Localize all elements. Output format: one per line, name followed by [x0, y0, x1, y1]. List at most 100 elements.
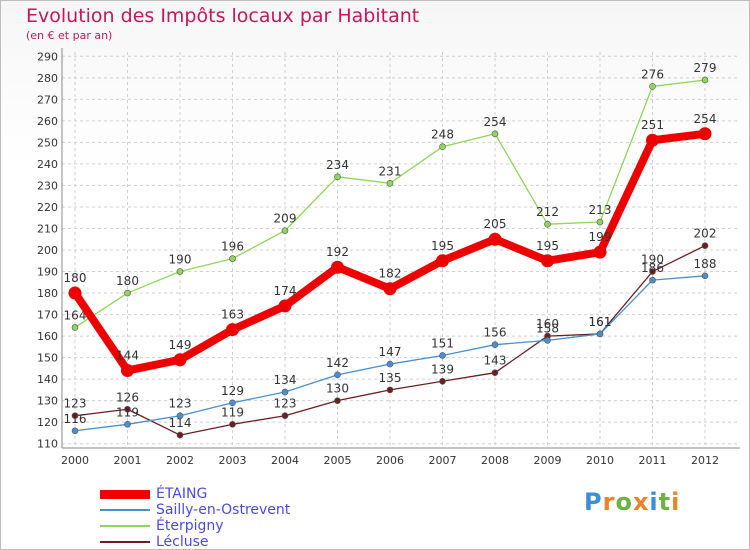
data-point — [229, 255, 236, 262]
chart-subtitle: (en € et par an) — [26, 29, 113, 42]
data-point — [646, 133, 659, 147]
data-label: 161 — [589, 315, 612, 329]
data-label: 142 — [326, 356, 349, 370]
x-tick-label: 2012 — [691, 454, 719, 467]
y-tick-label: 250 — [37, 136, 58, 149]
data-point — [386, 360, 394, 368]
legend-swatch-sailly — [100, 509, 150, 511]
logo-letter: i — [649, 488, 659, 516]
data-point — [436, 254, 449, 268]
data-point — [649, 276, 656, 284]
x-tick-label: 2004 — [271, 454, 299, 467]
data-point — [541, 254, 554, 268]
y-tick-label: 240 — [37, 158, 58, 171]
data-label: 213 — [589, 203, 612, 217]
data-point — [71, 324, 79, 331]
data-point — [176, 268, 184, 275]
data-label: 180 — [64, 271, 87, 285]
data-point — [649, 83, 656, 90]
data-point — [124, 421, 131, 428]
data-point — [334, 173, 341, 181]
y-tick-label: 120 — [37, 416, 58, 429]
data-label: 276 — [641, 67, 664, 81]
data-label: 196 — [221, 240, 244, 254]
data-point — [334, 397, 341, 404]
data-label: 212 — [536, 205, 559, 219]
data-label: 279 — [694, 61, 717, 75]
data-point — [173, 353, 187, 367]
x-tick-label: 2008 — [481, 454, 509, 467]
logo-letter: x — [632, 488, 650, 516]
legend-swatch-eterpigny — [100, 525, 150, 527]
chart-legend: ÉTAING Sailly-en-Ostrevent Éterpigny Léc… — [100, 486, 290, 550]
data-label: 129 — [221, 384, 244, 398]
y-tick-label: 110 — [37, 438, 58, 451]
data-label: 130 — [326, 382, 349, 396]
data-label: 195 — [536, 239, 559, 253]
y-tick-label: 230 — [37, 179, 58, 192]
data-label: 161 — [589, 315, 612, 329]
x-tick-label: 2006 — [376, 454, 404, 467]
data-point — [331, 260, 344, 274]
data-label: 199 — [589, 230, 612, 244]
data-point — [383, 282, 397, 296]
data-point — [439, 377, 446, 385]
data-label: 209 — [274, 212, 297, 226]
data-label: 186 — [641, 261, 664, 275]
data-label: 190 — [169, 253, 192, 267]
data-label: 114 — [169, 416, 192, 430]
data-label: 190 — [641, 253, 664, 267]
data-point — [701, 272, 709, 280]
data-label: 160 — [536, 317, 559, 331]
data-point — [278, 299, 292, 313]
data-label: 164 — [64, 308, 87, 322]
y-tick-label: 290 — [37, 50, 58, 63]
legend-label-sailly: Sailly-en-Ostrevent — [156, 502, 291, 518]
data-label: 205 — [484, 217, 507, 231]
data-point — [491, 369, 499, 376]
data-label: 116 — [64, 412, 87, 426]
data-label: 254 — [484, 115, 507, 129]
legend-swatch-etaing — [100, 489, 150, 499]
legend-item-sailly: Sailly-en-Ostrevent — [100, 502, 290, 518]
data-point — [701, 76, 709, 84]
data-point — [596, 218, 604, 226]
y-tick-label: 260 — [37, 115, 58, 128]
legend-label-eterpigny: Éterpigny — [156, 518, 224, 534]
data-point — [439, 352, 446, 359]
data-label: 123 — [169, 397, 192, 411]
data-point — [229, 421, 236, 428]
legend-swatch-lecluse — [100, 541, 150, 543]
data-label: 147 — [379, 345, 402, 359]
y-tick-label: 170 — [37, 309, 58, 322]
data-point — [488, 232, 502, 246]
logo-letter: t — [658, 488, 672, 516]
data-point — [176, 431, 184, 439]
data-point — [226, 323, 239, 337]
data-point — [386, 179, 394, 187]
data-label: 126 — [116, 390, 139, 404]
data-point — [68, 286, 82, 300]
data-point — [281, 412, 289, 420]
logo-letter: P — [584, 488, 603, 516]
legend-label-etaing: ÉTAING — [156, 486, 208, 502]
data-point — [71, 427, 79, 435]
proxiti-logo: Proxiti — [584, 488, 680, 516]
data-label: 195 — [431, 239, 454, 253]
y-tick-label: 160 — [37, 330, 58, 343]
legend-item-lecluse: Lécluse — [100, 534, 290, 550]
data-label: 151 — [431, 336, 454, 350]
data-label: 123 — [64, 397, 87, 411]
data-point — [124, 289, 131, 297]
data-point — [491, 341, 499, 348]
legend-item-etaing: ÉTAING — [100, 486, 290, 502]
x-tick-label: 2005 — [324, 454, 352, 467]
data-point — [124, 405, 131, 413]
data-label: 202 — [694, 227, 717, 241]
data-point — [229, 399, 236, 407]
data-label: 123 — [274, 397, 297, 411]
legend-label-lecluse: Lécluse — [156, 534, 209, 550]
data-point — [386, 386, 394, 394]
data-label: 144 — [116, 349, 139, 363]
